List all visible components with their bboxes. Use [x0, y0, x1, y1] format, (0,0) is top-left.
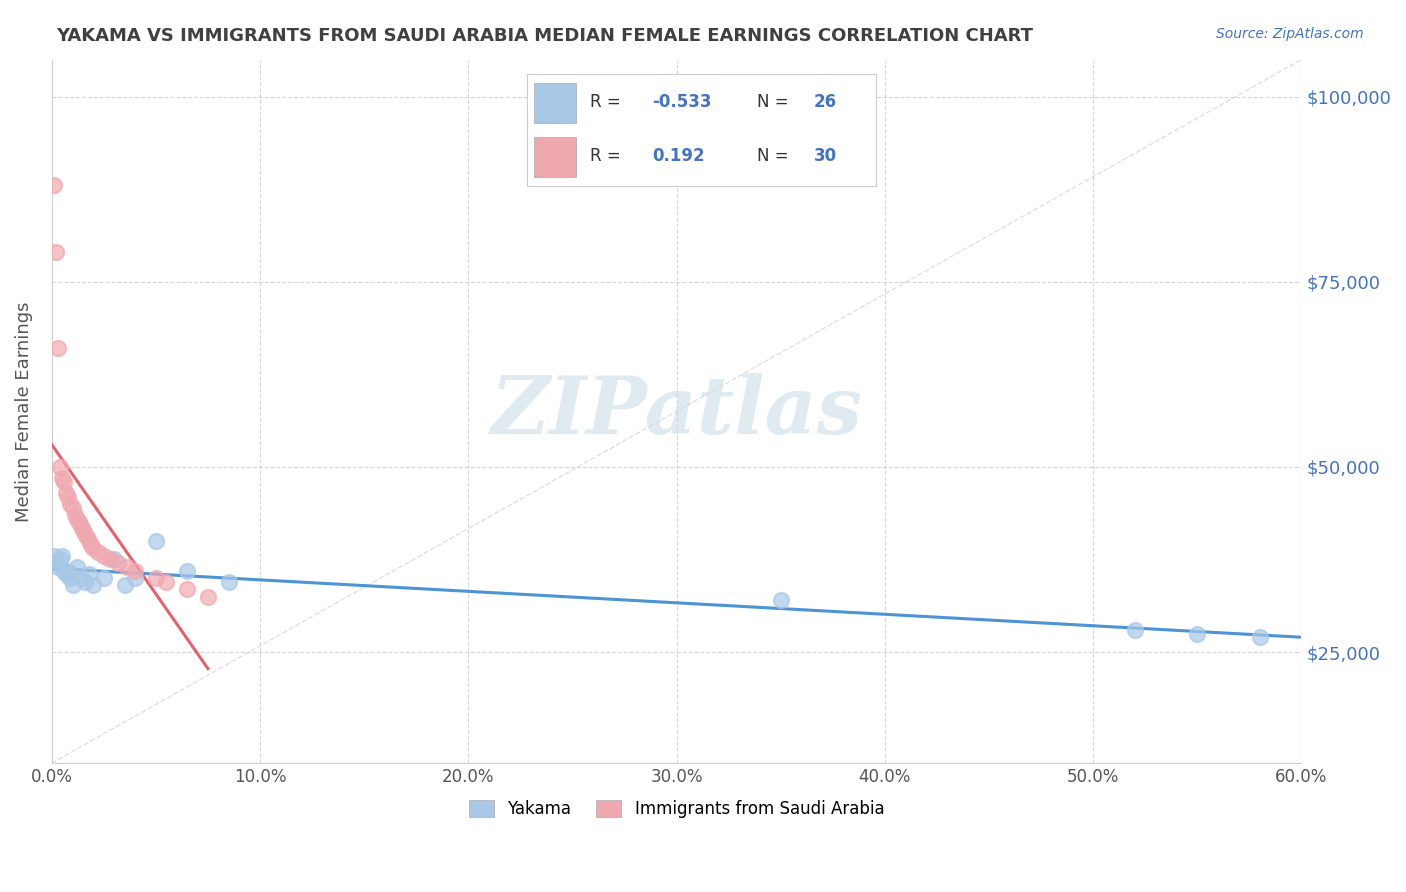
Point	[49, 459, 72, 474]
Point	[62, 500, 84, 515]
Point	[197, 590, 219, 604]
Point	[76, 530, 98, 544]
Point	[51, 471, 73, 485]
Point	[58, 564, 80, 578]
Point	[45, 556, 67, 570]
Text: ZIPatlas: ZIPatlas	[491, 373, 862, 450]
Point	[53, 564, 76, 578]
Point	[62, 578, 84, 592]
Point	[66, 512, 89, 526]
Point	[75, 526, 97, 541]
Point	[46, 560, 69, 574]
Point	[98, 552, 121, 566]
Point	[66, 560, 89, 574]
Point	[93, 571, 115, 585]
Point	[55, 485, 77, 500]
Point	[93, 549, 115, 563]
Point	[70, 519, 93, 533]
Point	[82, 578, 104, 592]
Point	[72, 523, 94, 537]
Point	[769, 593, 792, 607]
Point	[218, 574, 240, 589]
Point	[145, 533, 167, 548]
Point	[114, 578, 136, 592]
Point	[55, 567, 77, 582]
Point	[46, 342, 69, 356]
Legend: Yakama, Immigrants from Saudi Arabia: Yakama, Immigrants from Saudi Arabia	[463, 794, 891, 825]
Point	[51, 549, 73, 563]
Point	[42, 178, 65, 193]
Point	[155, 574, 177, 589]
Point	[103, 552, 125, 566]
Point	[82, 541, 104, 556]
Point	[45, 245, 67, 260]
Point	[145, 571, 167, 585]
Point	[1249, 630, 1271, 644]
Point	[59, 571, 82, 585]
Point	[77, 533, 100, 548]
Point	[80, 538, 103, 552]
Point	[1123, 623, 1146, 637]
Point	[49, 552, 72, 566]
Y-axis label: Median Female Earnings: Median Female Earnings	[15, 301, 32, 522]
Text: YAKAMA VS IMMIGRANTS FROM SAUDI ARABIA MEDIAN FEMALE EARNINGS CORRELATION CHART: YAKAMA VS IMMIGRANTS FROM SAUDI ARABIA M…	[56, 27, 1033, 45]
Point	[58, 490, 80, 504]
Point	[77, 567, 100, 582]
Point	[124, 564, 146, 578]
Point	[176, 582, 198, 596]
Point	[115, 560, 138, 574]
Point	[70, 571, 93, 585]
Point	[176, 564, 198, 578]
Point	[67, 516, 90, 530]
Point	[107, 556, 129, 570]
Point	[124, 571, 146, 585]
Point	[86, 545, 108, 559]
Point	[42, 549, 65, 563]
Point	[63, 508, 86, 522]
Point	[53, 475, 76, 489]
Text: Source: ZipAtlas.com: Source: ZipAtlas.com	[1216, 27, 1364, 41]
Point	[75, 574, 97, 589]
Point	[1185, 626, 1208, 640]
Point	[59, 497, 82, 511]
